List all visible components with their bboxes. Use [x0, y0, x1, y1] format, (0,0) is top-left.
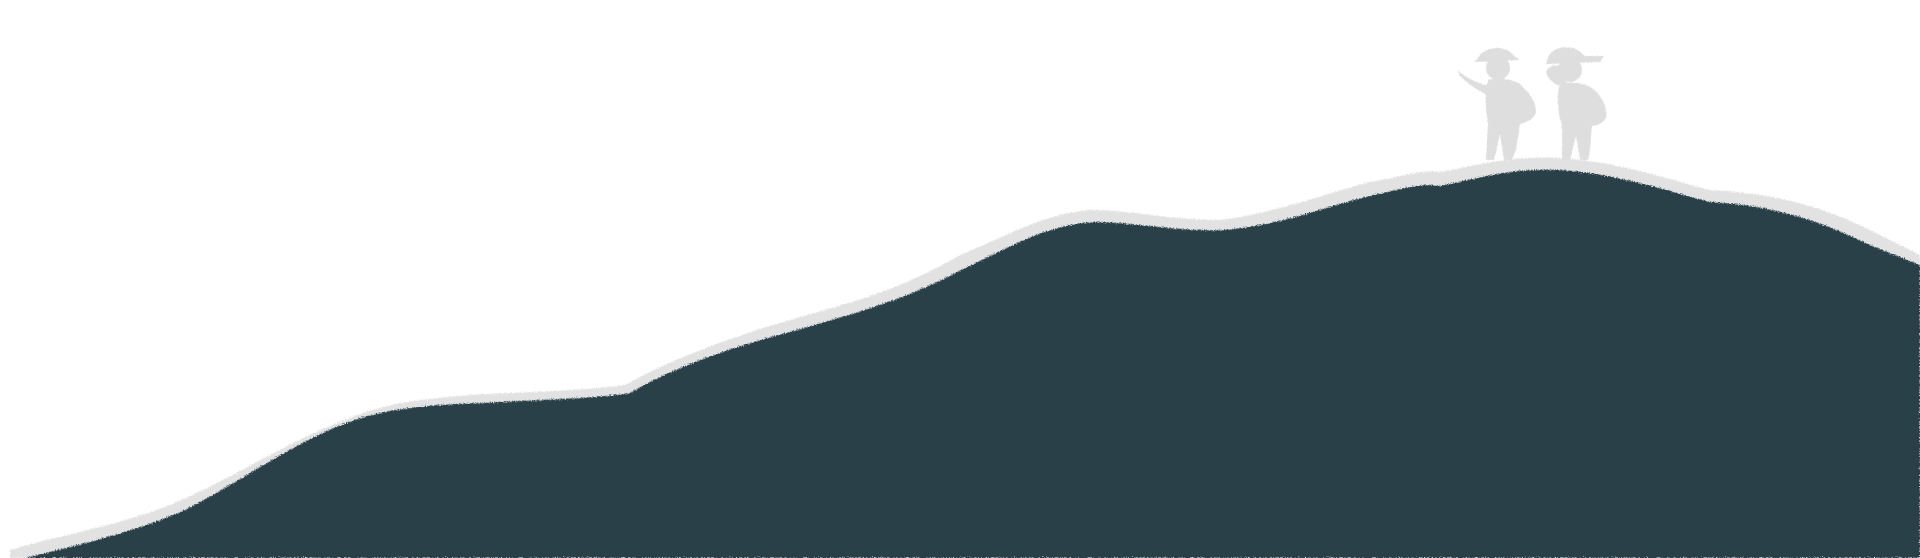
hiker-shading-body: [1557, 82, 1607, 160]
hiker-pointing-hat: [1474, 47, 1520, 62]
hiker-pointing-figure: [1458, 47, 1536, 160]
hiker-shading-eyes-figure: [1546, 47, 1607, 160]
hiker-shading-head: [1558, 58, 1582, 82]
hiker-shading-hat: [1546, 47, 1604, 64]
hiker-pointing-head: [1486, 56, 1510, 80]
hill-body: [25, 169, 1920, 558]
hiker-pointing-body: [1485, 78, 1536, 160]
hiker-shading-arm: [1546, 65, 1570, 88]
hiker-pointing-arm: [1458, 70, 1490, 96]
